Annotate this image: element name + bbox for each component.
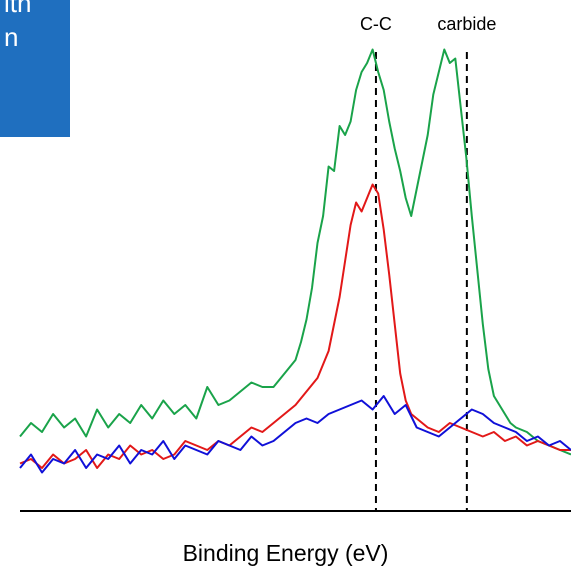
legend-panel-text-line1: ith — [4, 0, 32, 18]
annotation-label-2: carbide — [437, 14, 497, 34]
legend-panel-text: ith n — [4, 0, 31, 54]
x-axis-title: Binding Energy (eV) — [182, 540, 389, 566]
annotation-label-1: C-C — [359, 14, 392, 34]
series-line-2 — [19, 183, 571, 469]
legend-panel-text-line2: n — [4, 22, 19, 52]
series-line-1 — [19, 48, 571, 456]
series-line-3 — [19, 395, 571, 474]
legend-panel: ith n — [0, 0, 70, 137]
